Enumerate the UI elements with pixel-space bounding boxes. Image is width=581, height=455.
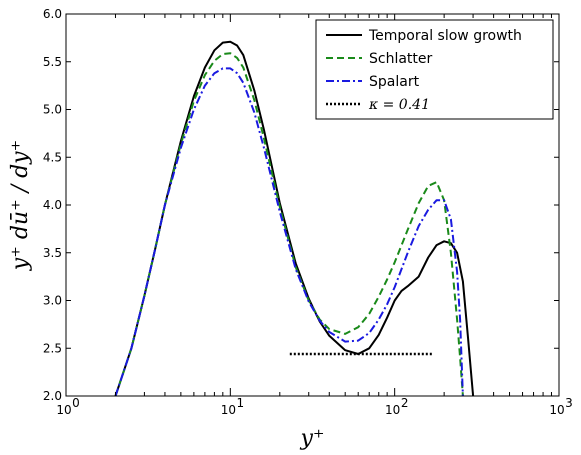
x-tick-label: 10 [56,403,71,417]
ticks-layer: 2.02.53.03.54.04.55.05.56.010 0 10 1 10 2 10 3 [43,7,573,417]
legend: Temporal slow growth Schlatter Spalart κ = … [315,19,554,120]
x-tick-label-exponent: 3 [565,396,573,410]
series-line-3 [114,67,464,396]
x-tick-label: 10 [549,403,564,417]
y-tick-label: 2.5 [43,341,62,355]
legend-label-1: Temporal slow growth [368,28,522,44]
legend-label-2: Schlatter [369,51,433,67]
legend-label-4: κ = 0.41 [368,97,430,113]
x-tick-label-exponent: 1 [237,396,245,410]
x-tick-label: 10 [221,403,236,417]
legend-label-3: Spalart [369,74,420,90]
y-tick-label: 6.0 [43,7,62,21]
y-tick-label: 4.0 [43,198,62,212]
x-tick-label-exponent: 0 [72,396,80,410]
series-layer [114,40,475,396]
y-axis-label: y⁺ dū⁺ / dy⁺ [8,140,33,271]
y-tick-label: 2.0 [43,389,62,403]
x-tick-label: 10 [385,403,400,417]
y-tick-label: 4.5 [43,150,62,164]
x-tick-label-exponent: 2 [401,396,409,410]
x-axis-label: y⁺ [299,426,324,451]
y-tick-label: 5.5 [43,55,62,69]
legend-box [315,19,554,120]
y-tick-label: 3.0 [43,294,62,308]
y-tick-label: 3.5 [43,246,62,260]
y-tick-label: 5.0 [43,103,62,117]
